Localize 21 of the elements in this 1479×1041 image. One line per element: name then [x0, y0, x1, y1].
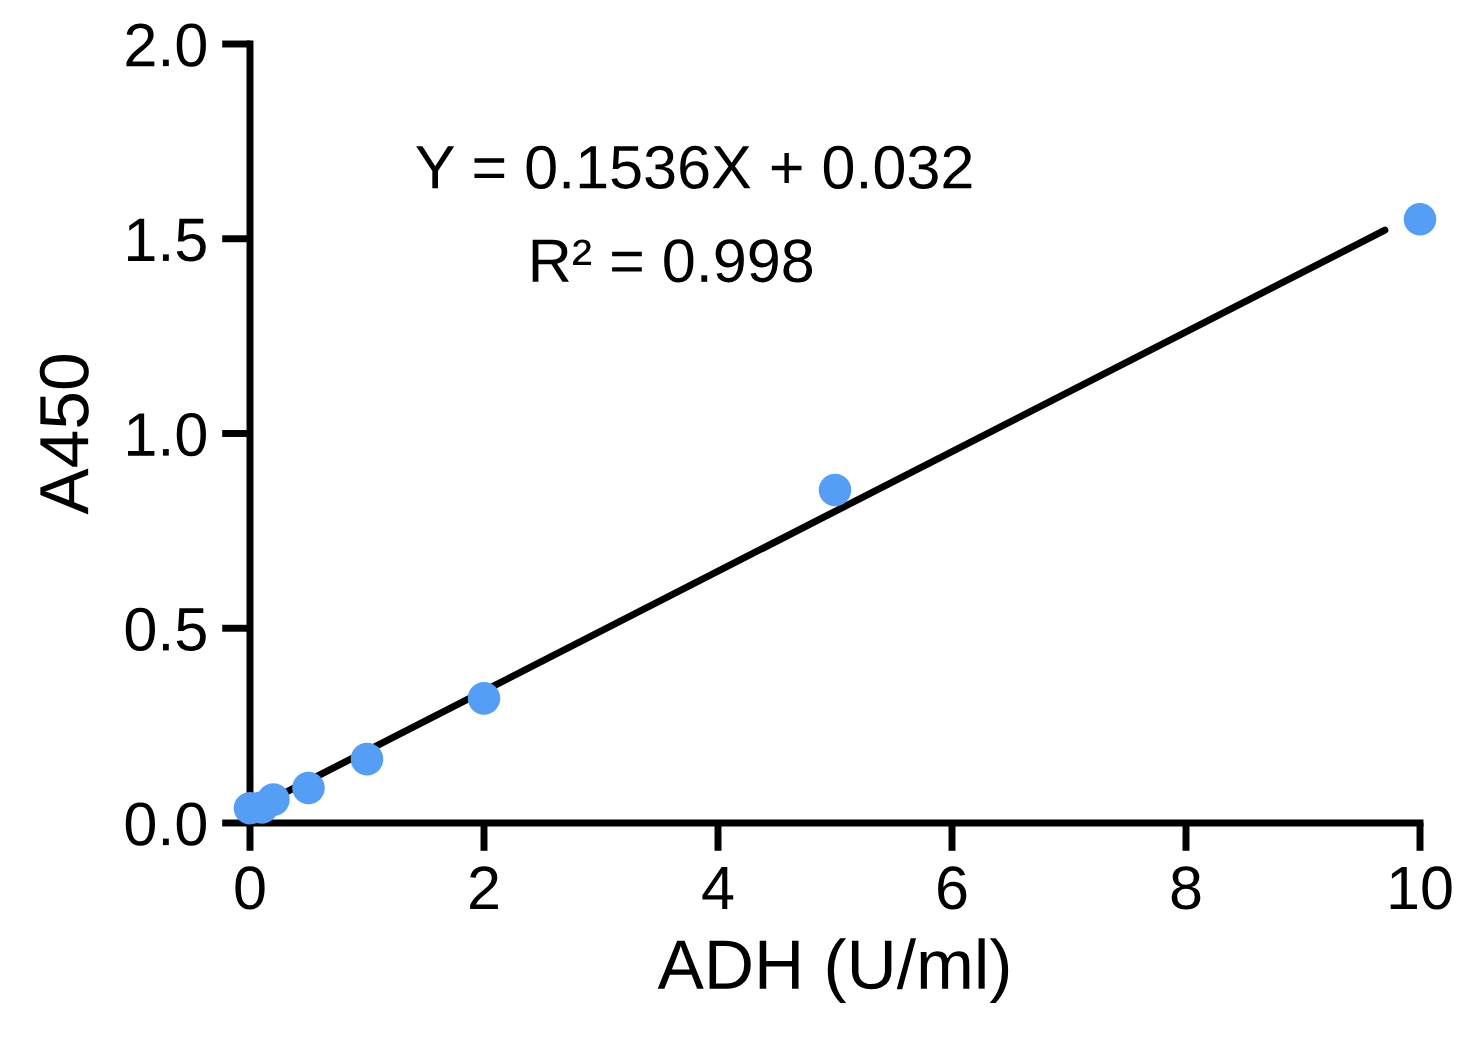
- point: [292, 771, 325, 805]
- point: [818, 473, 852, 507]
- x-tick-label: 0: [235, 866, 265, 910]
- annotation: R² = 0.998: [532, 239, 813, 283]
- x-axis-title: ADH (U/ml): [657, 938, 1009, 1003]
- y-axis-title: A450: [39, 355, 89, 515]
- x-tick-label: 6: [938, 866, 967, 910]
- point: [1403, 202, 1437, 236]
- y-tick-label: 1.5: [128, 218, 206, 262]
- y-tick-label: 2.0: [126, 23, 206, 67]
- point: [467, 682, 501, 715]
- y-tick-label: 0.5: [125, 607, 206, 651]
- y-tick-label: 0.0: [125, 802, 206, 846]
- annotation: Y = 0.1536X + 0.032: [416, 145, 972, 189]
- y-tick-label: 1.0: [128, 412, 206, 457]
- point: [257, 783, 290, 816]
- point: [350, 742, 384, 776]
- x-tick-label: 4: [702, 866, 734, 909]
- x-tick-label: 8: [1171, 866, 1201, 910]
- x-tick-label: 10: [1390, 866, 1452, 910]
- x-tick-label: 2: [470, 866, 498, 909]
